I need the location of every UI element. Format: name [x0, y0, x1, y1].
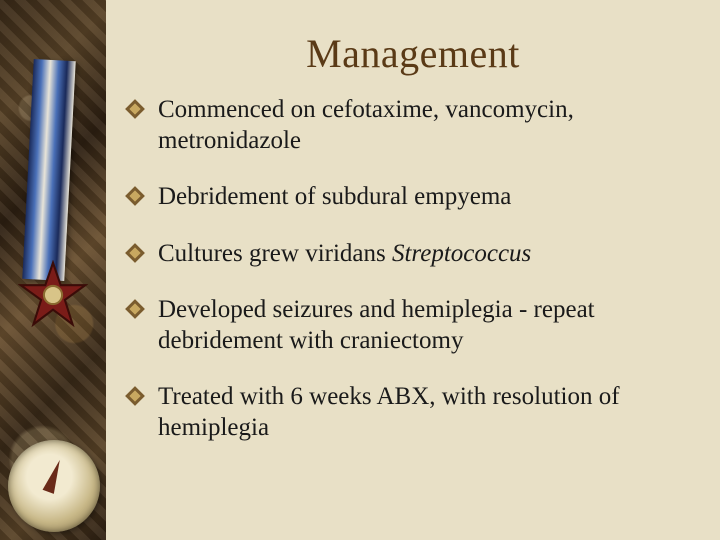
bullet-item: Treated with 6 weeks ABX, with resolutio…: [124, 382, 678, 443]
bullet-item: Commenced on cefotaxime, vancomycin, met…: [124, 95, 678, 156]
bullet-item: Developed seizures and hemiplegia - repe…: [124, 295, 678, 356]
ribbon-graphic: [22, 59, 75, 281]
bullet-list: Commenced on cefotaxime, vancomycin, met…: [124, 95, 678, 443]
bullet-item: Debridement of subdural empyema: [124, 182, 678, 213]
slide: Management Commenced on cefotaxime, vanc…: [0, 0, 720, 540]
compass-graphic: [8, 440, 100, 532]
decorative-sidebar: [0, 0, 106, 540]
medal-graphic: [18, 260, 88, 330]
bullet-item: Cultures grew viridans Streptococcus: [124, 239, 678, 270]
slide-content: Management Commenced on cefotaxime, vanc…: [118, 0, 708, 540]
slide-title: Management: [118, 30, 708, 77]
